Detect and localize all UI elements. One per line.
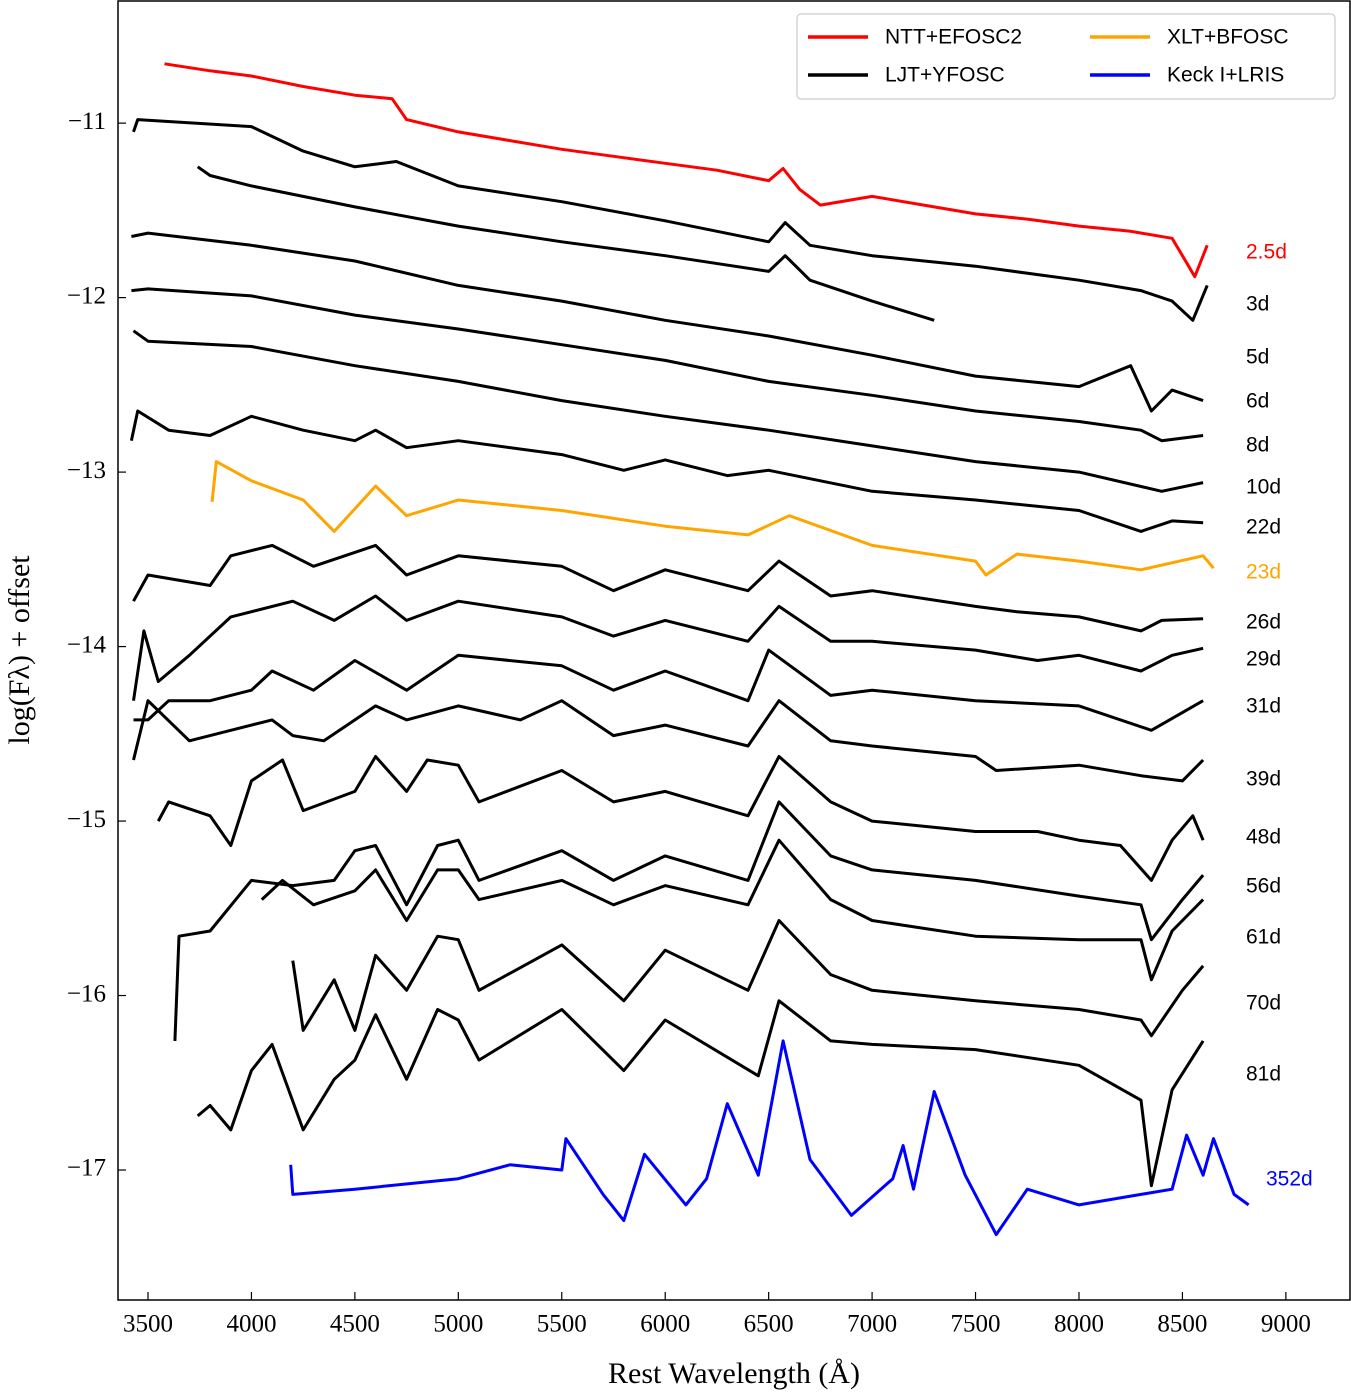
spectrum-line	[132, 329, 1204, 493]
spectrum-line	[133, 648, 1204, 732]
x-tick-label: 8500	[1157, 1311, 1207, 1338]
epoch-label: 6d	[1246, 390, 1269, 413]
spectrum-line	[129, 409, 1204, 533]
spectrum-line	[260, 838, 1205, 982]
legend-label: LJT+YFOSC	[885, 64, 1005, 87]
epoch-label: 5d	[1246, 346, 1269, 369]
spectrum-line	[131, 287, 1204, 443]
x-tick-label: 5500	[537, 1311, 587, 1338]
plot-frame	[117, 0, 1351, 1301]
epoch-label: 29d	[1246, 648, 1281, 671]
epoch-label: 10d	[1246, 476, 1281, 499]
y-tick-label: −15	[67, 806, 106, 833]
spectrum-line	[210, 460, 1215, 577]
x-tick-label: 3500	[123, 1311, 173, 1338]
y-tick-label: −12	[67, 282, 106, 309]
epoch-label: 26d	[1246, 611, 1281, 634]
spectrum-line	[289, 1039, 1250, 1237]
x-axis-label: Rest Wavelength (Å)	[608, 1357, 860, 1390]
spectrum-line	[132, 594, 1204, 701]
spectrum-line	[196, 165, 935, 322]
epoch-label: 39d	[1246, 768, 1281, 791]
spectrum-line	[164, 62, 1209, 279]
y-tick-label: −17	[67, 1155, 106, 1182]
x-tick-label: 9000	[1261, 1311, 1311, 1338]
epoch-label: 81d	[1246, 1063, 1281, 1086]
x-tick-label: 4000	[226, 1311, 276, 1338]
epoch-label: 56d	[1246, 875, 1281, 898]
y-tick-label: −14	[67, 631, 107, 658]
legend-label: NTT+EFOSC2	[885, 26, 1022, 49]
epoch-label: 61d	[1246, 926, 1281, 949]
spectrum-line	[131, 231, 1204, 413]
x-tick-label: 7000	[847, 1311, 897, 1338]
spectrum-line	[132, 118, 1209, 322]
epoch-label: 31d	[1246, 695, 1281, 718]
y-axis-label: log(Fλ) + offset	[3, 555, 36, 745]
x-tick-label: 6000	[640, 1311, 690, 1338]
epoch-label: 2.5d	[1246, 241, 1287, 264]
legend-label: Keck I+LRIS	[1167, 64, 1284, 87]
x-tick-label: 5000	[433, 1311, 483, 1338]
x-tick-label: 4500	[330, 1311, 380, 1338]
epoch-label: 23d	[1246, 561, 1281, 584]
epoch-label: 70d	[1246, 992, 1281, 1015]
epoch-label: 352d	[1266, 1168, 1313, 1191]
epoch-label: 8d	[1246, 434, 1269, 457]
y-tick-label: −11	[68, 108, 106, 135]
spectrum-line	[132, 543, 1204, 633]
spectrum-line	[291, 919, 1205, 1038]
y-tick-label: −16	[67, 980, 106, 1007]
epoch-label: 3d	[1246, 293, 1269, 316]
x-tick-label: 7500	[951, 1311, 1001, 1338]
y-tick-label: −13	[67, 457, 106, 484]
x-tick-label: 6500	[744, 1311, 794, 1338]
spectrum-line	[196, 999, 1205, 1188]
epoch-label: 48d	[1246, 826, 1281, 849]
x-tick-label: 8000	[1054, 1311, 1104, 1338]
spectrum-line	[156, 755, 1205, 882]
epoch-label: 22d	[1246, 516, 1281, 539]
legend-label: XLT+BFOSC	[1167, 26, 1289, 49]
legend-box	[796, 13, 1336, 100]
spectrum-line	[132, 699, 1205, 783]
spectrum-line	[173, 800, 1205, 1041]
